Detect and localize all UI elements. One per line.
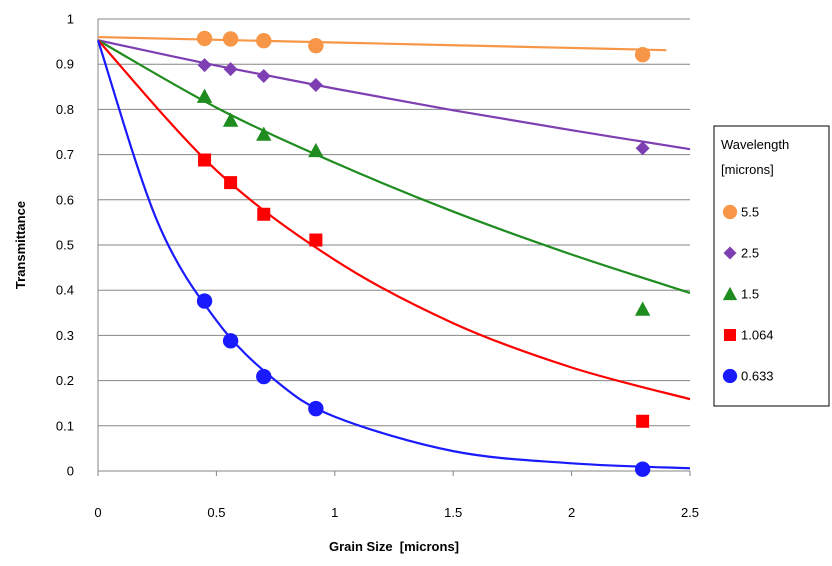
x-tick-label: 1 (331, 505, 338, 520)
legend-label-0-633: 0.633 (741, 369, 774, 384)
data-point-2-5 (635, 141, 650, 156)
legend: Wavelength [microns] 5.5 2.5 1.5 1.064 0.633 (713, 125, 830, 407)
legend-label-1-5: 1.5 (741, 287, 759, 302)
x-axis-title: Grain Size [microns] (329, 539, 459, 554)
x-tick-label: 0 (94, 505, 101, 520)
data-point-5-5 (634, 47, 651, 63)
data-point-2-5 (197, 58, 212, 73)
legend-marker-0-633 (722, 368, 738, 384)
y-tick-label: 0.3 (56, 328, 74, 343)
data-point-2-5 (256, 68, 271, 83)
y-axis-title: Transmittance (13, 201, 28, 289)
data-point-0-633 (634, 461, 651, 477)
x-tick-label: 2 (568, 505, 575, 520)
data-point-1-5 (196, 88, 213, 103)
data-point-0-633 (222, 333, 239, 349)
data-point-1-5 (308, 142, 324, 158)
data-point-1-064 (636, 414, 650, 428)
legend-box (713, 125, 830, 407)
data-point-0-633 (308, 400, 324, 417)
data-point-5-5 (256, 32, 272, 49)
legend-label-2-5: 2.5 (741, 246, 759, 261)
data-point-1-5 (222, 112, 239, 127)
data-point-1-5 (256, 126, 272, 141)
legend-label-5-5: 5.5 (741, 205, 759, 220)
fit-curve-2-5 (97, 39, 691, 151)
x-tick-label: 2.5 (681, 505, 699, 520)
legend-marker-2-5 (723, 246, 737, 260)
data-point-5-5 (308, 37, 324, 54)
y-tick-label: 0.8 (56, 102, 74, 117)
x-tick-label: 0.5 (207, 505, 225, 520)
y-tick-label: 0.1 (56, 418, 74, 433)
data-point-2-5 (223, 62, 238, 77)
data-point-1-5 (634, 301, 651, 316)
data-point-1-064 (309, 233, 323, 247)
y-tick-label: 0.6 (56, 192, 74, 207)
data-point-0-633 (196, 293, 213, 309)
legend-label-1-064: 1.064 (741, 328, 774, 343)
legend-marker-5-5 (722, 204, 738, 220)
y-tick-label: 0.9 (56, 57, 74, 72)
x-tick-labels: 0 0.5 1 1.5 2 2.5 (94, 471, 699, 520)
y-tick-label: 0.7 (56, 147, 74, 162)
legend-marker-1-5 (722, 286, 738, 301)
data-point-0-633 (256, 368, 272, 385)
legend-title-line-2: [microns] (721, 162, 774, 177)
y-tick-label: 1 (67, 12, 74, 27)
fit-curve-5-5 (97, 35, 667, 52)
gridlines (98, 18, 690, 427)
data-point-1-064 (224, 176, 238, 190)
data-point-5-5 (222, 31, 239, 47)
fit-curve-1-064 (97, 39, 691, 401)
data-point-5-5 (196, 30, 213, 47)
data-point-1-064 (198, 153, 212, 167)
fit-curve-1-5 (97, 39, 691, 294)
y-tick-label: 0.4 (56, 283, 74, 298)
y-tick-labels: 0 0.1 0.2 0.3 0.4 0.5 0.6 0.7 0.8 0.9 1 (56, 12, 74, 479)
legend-items: 5.5 2.5 1.5 1.064 0.633 (722, 204, 774, 384)
y-tick-label: 0 (67, 464, 74, 479)
data-point-2-5 (308, 77, 323, 92)
legend-marker-1-064 (724, 329, 736, 341)
data-point-1-064 (257, 207, 271, 221)
fit-curves (96, 35, 691, 470)
legend-title-line-1: Wavelength (721, 137, 789, 152)
data-points (196, 30, 651, 477)
y-tick-label: 0.2 (56, 373, 74, 388)
fit-curve-0-633 (96, 39, 691, 470)
y-tick-label: 0.5 (56, 238, 74, 253)
x-tick-label: 1.5 (444, 505, 462, 520)
